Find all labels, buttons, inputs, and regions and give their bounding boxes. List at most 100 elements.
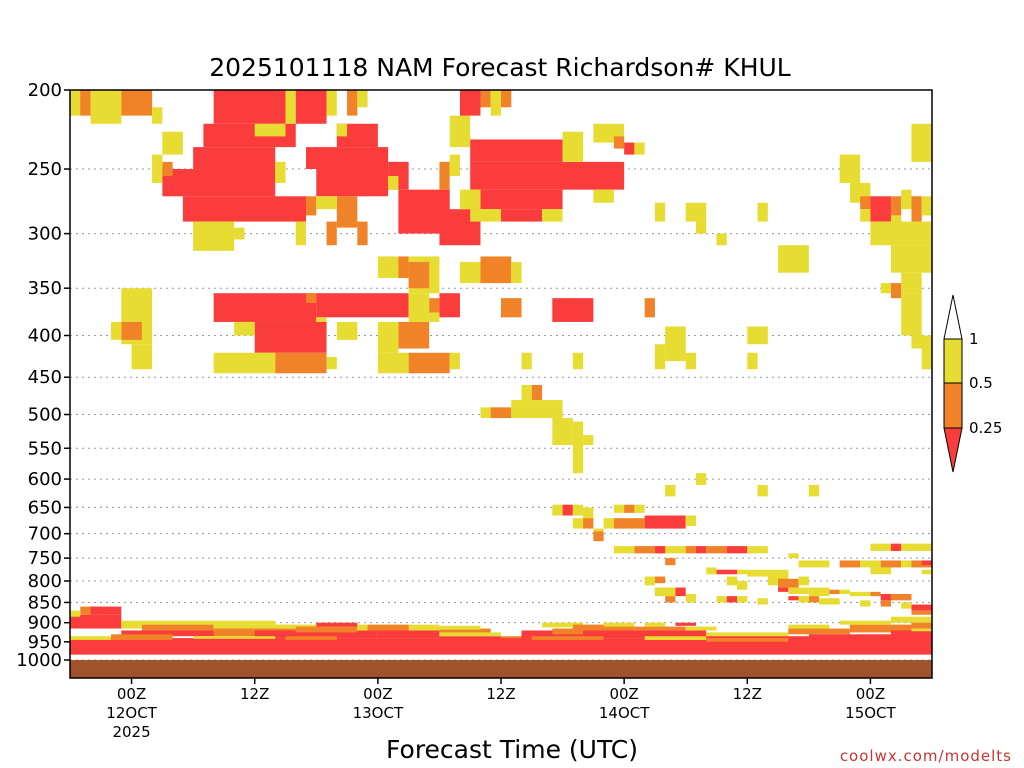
ri-cell xyxy=(501,298,522,318)
ri-cell xyxy=(665,484,676,497)
ri-cell xyxy=(285,90,296,124)
ri-cell xyxy=(552,298,594,322)
x-axis-label: Forecast Time (UTC) xyxy=(386,735,638,764)
ri-cell xyxy=(747,569,789,577)
ri-cell xyxy=(788,624,830,629)
x-tick-label: 12Z xyxy=(733,685,762,703)
ri-cell xyxy=(870,196,891,222)
ri-cell xyxy=(459,90,481,116)
x-tick-label: 00Z xyxy=(856,685,885,703)
ri-cell xyxy=(357,90,368,108)
ri-cell xyxy=(336,196,358,228)
ri-cell xyxy=(193,147,276,170)
ri-cell xyxy=(757,598,768,605)
y-tick-label: 650 xyxy=(28,497,62,518)
ri-cell xyxy=(695,546,707,554)
ri-cell xyxy=(695,473,707,485)
ri-cell xyxy=(583,435,594,446)
x-tick-label: 12Z xyxy=(240,685,269,703)
ri-cell xyxy=(911,335,932,349)
ri-cell xyxy=(572,624,635,631)
ri-cell xyxy=(501,90,512,108)
ri-cell xyxy=(398,256,409,278)
ri-cell xyxy=(521,384,532,401)
ground-layer xyxy=(70,660,932,678)
ri-cell xyxy=(470,161,625,190)
ri-cell xyxy=(644,622,666,627)
ri-cell xyxy=(111,634,173,640)
ri-cell xyxy=(295,90,327,124)
ri-cell xyxy=(213,90,286,124)
ri-cell xyxy=(685,202,707,222)
x-tick-label: 15OCT xyxy=(845,704,896,722)
ri-cell xyxy=(552,628,604,635)
ri-cell xyxy=(665,558,676,566)
ri-cell xyxy=(429,298,440,313)
ri-cell xyxy=(901,293,922,336)
ri-cell xyxy=(921,569,932,575)
ri-cell xyxy=(624,504,635,513)
y-tick-label: 450 xyxy=(28,367,62,388)
legend-swatch-0.5-1 xyxy=(943,338,963,384)
ri-cell xyxy=(511,400,563,419)
ri-cell xyxy=(808,596,820,603)
ri-cell xyxy=(613,518,645,529)
ri-cell xyxy=(572,421,584,474)
ri-cell xyxy=(747,326,768,345)
ri-cell xyxy=(562,504,573,516)
x-tick-label: 13OCT xyxy=(353,704,404,722)
ri-cell xyxy=(316,196,337,210)
ri-cell xyxy=(890,196,902,216)
ri-cell xyxy=(778,587,789,592)
ri-cell xyxy=(726,546,748,554)
ri-cell xyxy=(583,507,594,519)
ri-cell xyxy=(470,209,501,222)
ri-cell xyxy=(901,272,922,294)
ri-cell xyxy=(798,560,830,568)
ri-cell xyxy=(562,131,584,162)
ri-cell xyxy=(798,576,809,586)
ri-cell xyxy=(890,616,932,623)
ri-cell xyxy=(439,161,450,190)
ri-cell xyxy=(921,196,932,216)
ri-cell xyxy=(275,161,286,183)
y-tick-label: 250 xyxy=(28,159,62,180)
y-tick-label: 1000 xyxy=(16,650,62,671)
ri-cell xyxy=(849,591,871,597)
ri-cell xyxy=(901,560,912,568)
ri-cell xyxy=(654,202,666,222)
ri-cell xyxy=(665,326,686,362)
legend-label: 0.5 xyxy=(969,374,993,392)
ri-cell xyxy=(685,626,717,631)
ri-cell xyxy=(849,624,912,633)
x-tick-label: 12OCT xyxy=(106,704,157,722)
ri-cell xyxy=(275,624,337,629)
y-tick-label: 750 xyxy=(28,548,62,569)
ri-cell xyxy=(449,352,460,370)
ri-cell xyxy=(706,638,789,642)
ri-cell xyxy=(70,610,81,617)
y-tick-label: 200 xyxy=(28,80,62,101)
ri-cell xyxy=(439,293,460,318)
ri-cell xyxy=(316,169,389,197)
ri-cell xyxy=(644,298,655,318)
ri-cell xyxy=(459,261,481,284)
ri-cell xyxy=(870,221,932,246)
ri-cell xyxy=(911,604,932,611)
ri-cell xyxy=(644,576,655,586)
ri-cell xyxy=(613,504,625,513)
ri-cell xyxy=(521,352,532,370)
ri-cell xyxy=(316,622,358,627)
ri-cell xyxy=(316,293,409,318)
ri-cell xyxy=(552,418,573,446)
ri-cell xyxy=(121,620,142,629)
chart-title: 2025101118 NAM Forecast Richardson# KHUL xyxy=(209,53,791,82)
y-tick-label: 400 xyxy=(28,325,62,346)
ri-cell xyxy=(449,115,471,148)
ri-cell xyxy=(152,154,163,183)
ri-cell xyxy=(111,321,122,340)
ri-cell xyxy=(911,123,932,162)
y-tick-label: 700 xyxy=(28,524,62,545)
